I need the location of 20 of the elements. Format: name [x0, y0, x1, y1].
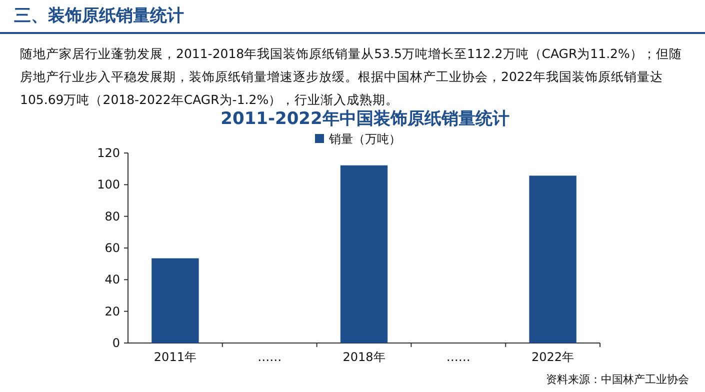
- text: 三、装饰原纸销量统计: [14, 5, 184, 27]
- y-tick-label: 120: [97, 146, 120, 160]
- bar: [340, 165, 388, 343]
- bar: [152, 258, 199, 343]
- x-tick-label: 2018年: [342, 350, 386, 364]
- text: 随地产家居行业蓬勃发展，2011-2018年我国装饰原纸销量从53.5万吨增长至112.2万吨（CAGR为11.2%）；但随房地产行业步入平稳发展期，装饰原纸销量增速逐步放缓。根据中国林产工业协会，2022年我国装饰原纸销量达105.69万吨（2018-2022年CAGR为-1.2%），行业渐入成熟期。: [20, 46, 682, 107]
- y-tick-label: 0: [112, 336, 120, 350]
- x-tick-label: 2022年: [532, 350, 574, 364]
- y-tick-label: 80: [104, 209, 120, 224]
- chart-title: 2011-2022年中国装饰原纸销量统计: [220, 109, 510, 129]
- y-tick-label: 100: [97, 178, 120, 192]
- legend-label: 销量（万吨）: [328, 132, 401, 146]
- bar: [529, 176, 576, 343]
- y-tick-label: 60: [104, 241, 120, 255]
- x-tick-label: ……: [446, 350, 470, 364]
- y-tick-label: 40: [104, 272, 120, 287]
- x-tick-label: 2011年: [154, 350, 196, 364]
- y-tick-label: 20: [104, 304, 120, 318]
- text: 资料来源：中国林产工业协会: [546, 372, 689, 387]
- x-tick-label: ……: [258, 350, 282, 364]
